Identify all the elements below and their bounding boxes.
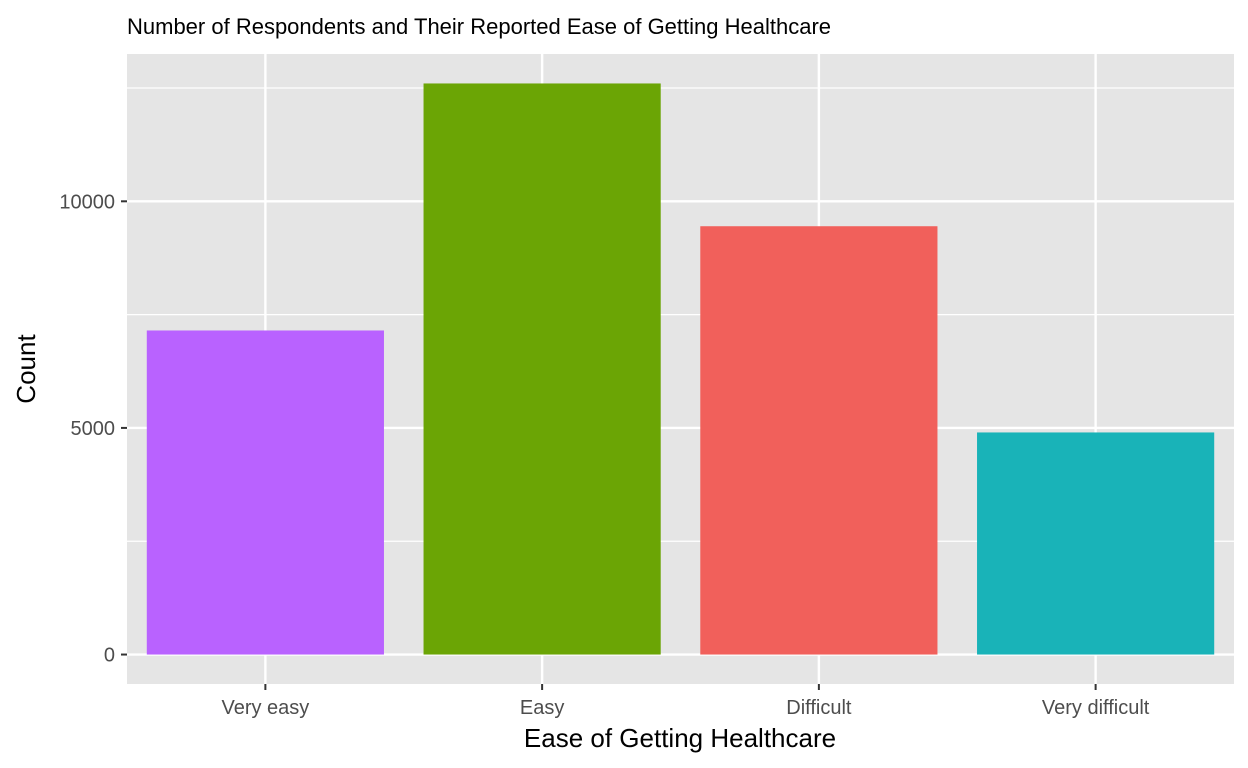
bar xyxy=(146,330,384,655)
x-tick-label: Very easy xyxy=(221,697,309,719)
bar xyxy=(700,226,938,655)
x-axis-title: Ease of Getting Healthcare xyxy=(524,723,836,753)
chart-title: Number of Respondents and Their Reported… xyxy=(127,14,831,39)
bar xyxy=(423,83,661,655)
bars xyxy=(146,83,1215,655)
y-tick-label: 5000 xyxy=(71,418,116,440)
y-axis-title: Count xyxy=(11,334,41,404)
x-axis: Very easy Easy Difficult Very difficult xyxy=(221,684,1150,719)
bar xyxy=(977,432,1215,655)
y-tick-label: 10000 xyxy=(59,191,115,213)
y-tick-label: 0 xyxy=(104,645,115,667)
y-axis: 0 5000 10000 xyxy=(59,191,127,667)
x-tick-label: Very difficult xyxy=(1042,697,1150,719)
x-tick-label: Easy xyxy=(520,697,564,719)
x-tick-label: Difficult xyxy=(786,697,852,719)
